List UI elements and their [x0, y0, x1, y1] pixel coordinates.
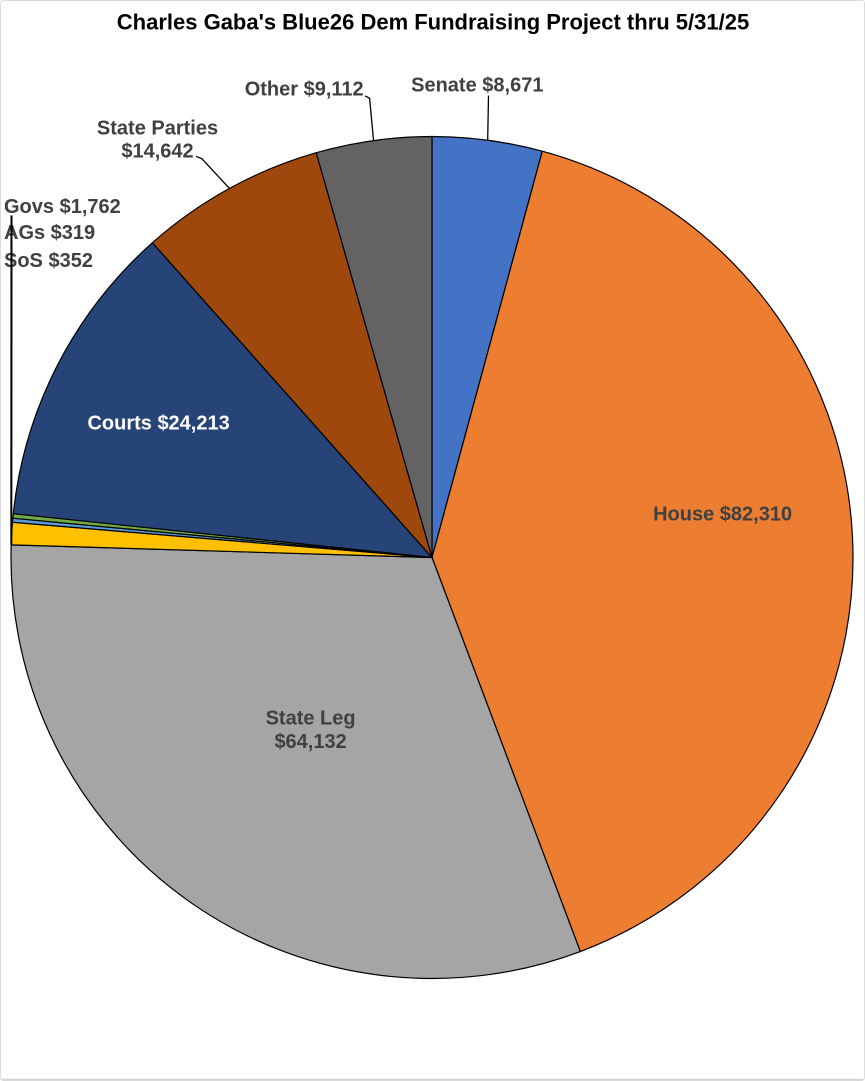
svg-text:State Leg: State Leg: [266, 708, 356, 730]
svg-text:SoS $352: SoS $352: [4, 250, 93, 272]
svg-text:State Parties: State Parties: [97, 117, 218, 139]
svg-text:House $82,310: House $82,310: [653, 504, 792, 526]
svg-text:AGs $319: AGs $319: [4, 222, 95, 244]
svg-text:$14,642: $14,642: [121, 140, 193, 162]
svg-text:Courts $24,213: Courts $24,213: [87, 413, 229, 435]
svg-text:Govs $1,762: Govs $1,762: [4, 196, 121, 218]
svg-text:Other $9,112: Other $9,112: [245, 78, 364, 100]
svg-text:Senate $8,671: Senate $8,671: [411, 75, 543, 97]
svg-text:Charles Gaba's Blue26 Dem Fund: Charles Gaba's Blue26 Dem Fundraising Pr…: [117, 10, 749, 35]
svg-text:$64,132: $64,132: [274, 731, 346, 753]
